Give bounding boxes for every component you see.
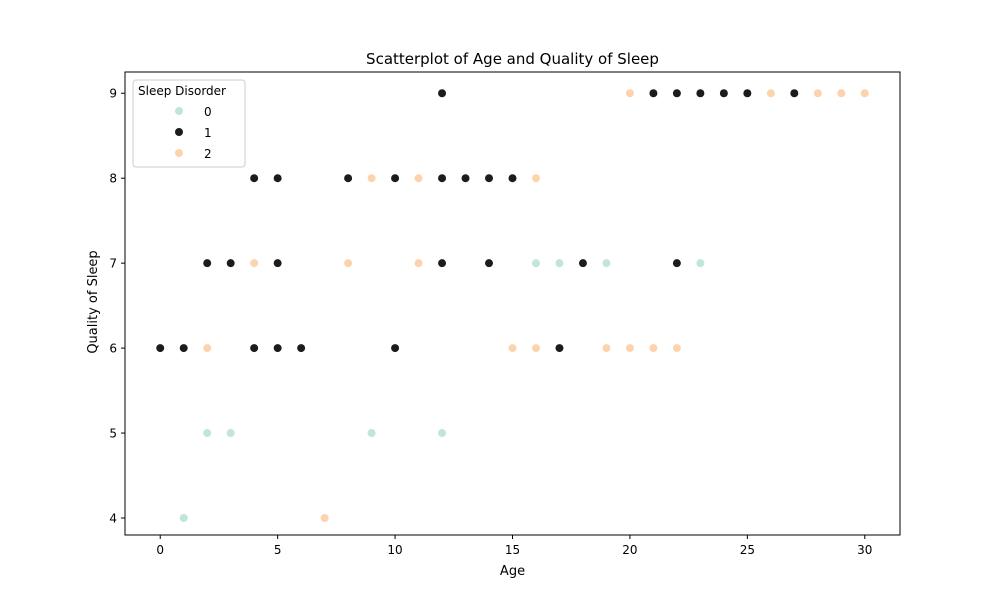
data-point	[413, 258, 424, 268]
data-point	[601, 258, 612, 268]
data-point	[789, 88, 800, 99]
data-point	[813, 88, 823, 99]
y-tick-label: 9	[109, 87, 117, 101]
legend-box	[132, 79, 246, 168]
data-point	[390, 173, 400, 183]
legend-label-2: 2	[204, 147, 212, 161]
data-point	[531, 173, 541, 183]
data-point	[648, 88, 659, 99]
data-point	[672, 258, 682, 268]
x-tick-label: 0	[156, 543, 164, 557]
data-point	[437, 88, 447, 99]
y-tick-label: 4	[109, 512, 117, 526]
data-point	[249, 258, 259, 268]
x-axis-label: Age	[500, 564, 525, 579]
data-point	[366, 428, 377, 438]
legend-marker-1	[174, 127, 184, 137]
y-axis-label: Quality of Sleep	[86, 250, 101, 353]
data-point	[202, 343, 212, 353]
data-point	[625, 343, 635, 353]
data-point	[695, 88, 706, 99]
data-point	[343, 258, 353, 268]
data-point	[531, 258, 541, 268]
data-point	[695, 258, 706, 268]
data-point	[531, 343, 541, 353]
x-tick-label: 20	[622, 543, 637, 557]
data-point	[625, 88, 635, 99]
data-point	[437, 258, 447, 268]
data-point	[178, 513, 189, 523]
data-point	[507, 343, 518, 353]
series-2	[202, 88, 870, 523]
data-point	[507, 173, 518, 183]
y-tick-label: 7	[109, 257, 117, 271]
data-point	[601, 343, 612, 353]
legend: Sleep Disorder 0 1 2	[132, 79, 246, 168]
legend-title: Sleep Disorder	[138, 84, 226, 98]
data-point	[343, 173, 353, 183]
data-point	[413, 173, 424, 183]
data-point	[249, 343, 259, 353]
data-point	[272, 343, 283, 353]
data-point	[390, 343, 400, 353]
x-tick-label: 15	[505, 543, 520, 557]
data-point	[484, 173, 494, 183]
data-point	[578, 258, 588, 268]
data-point	[554, 343, 565, 353]
series-1	[155, 88, 800, 353]
data-point	[460, 173, 471, 183]
legend-marker-0	[174, 106, 184, 116]
x-tick-label: 10	[387, 543, 402, 557]
y-tick-label: 8	[109, 172, 117, 186]
data-point	[437, 173, 447, 183]
data-point	[742, 88, 753, 99]
chart-title: Scatterplot of Age and Quality of Sleep	[366, 50, 659, 68]
data-point	[648, 343, 659, 353]
x-tick-label: 25	[740, 543, 755, 557]
data-point	[178, 343, 189, 353]
y-tick-label: 6	[109, 342, 117, 356]
data-point	[437, 428, 447, 438]
data-point	[272, 173, 283, 183]
data-point	[366, 173, 377, 183]
legend-label-1: 1	[204, 126, 212, 140]
data-point	[672, 88, 682, 99]
y-tick-label: 5	[109, 427, 117, 441]
legend-label-0: 0	[204, 105, 212, 119]
data-point	[319, 513, 330, 523]
data-point	[672, 343, 682, 353]
data-point	[155, 343, 166, 353]
x-tick-label: 5	[274, 543, 282, 557]
data-point	[225, 428, 236, 438]
data-point	[766, 88, 776, 99]
data-point	[202, 258, 212, 268]
data-point	[225, 258, 236, 268]
data-point	[484, 258, 494, 268]
data-point	[554, 258, 565, 268]
legend-marker-2	[174, 148, 184, 158]
series-0	[178, 258, 706, 523]
data-point	[296, 343, 306, 353]
data-point	[249, 173, 259, 183]
data-point	[859, 88, 870, 99]
data-point	[719, 88, 729, 99]
x-tick-label: 30	[857, 543, 872, 557]
data-point	[836, 88, 847, 99]
data-point	[202, 428, 212, 438]
data-point	[272, 258, 283, 268]
